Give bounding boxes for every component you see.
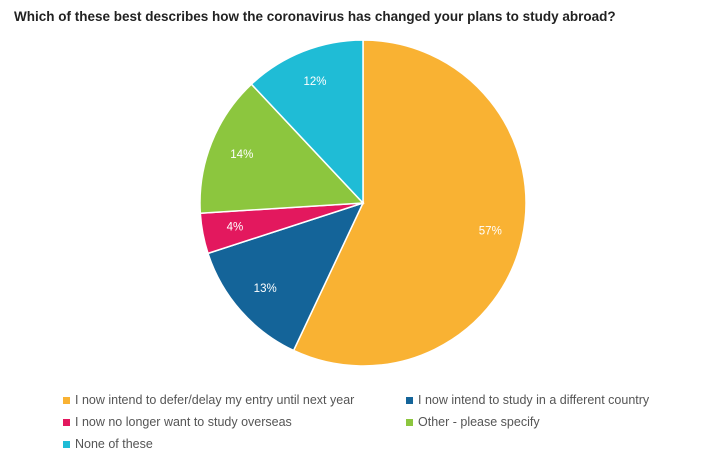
slice-percent-label: 57% xyxy=(479,225,502,237)
legend-label: I now intend to defer/delay my entry unt… xyxy=(75,393,355,407)
pie-slice xyxy=(292,39,527,367)
legend-swatch xyxy=(406,396,413,404)
legend-label: None of these xyxy=(75,437,153,451)
legend-label: Other - please specify xyxy=(418,415,540,429)
legend-swatch xyxy=(63,440,70,448)
legend-item[interactable]: I now intend to defer/delay my entry unt… xyxy=(63,393,354,407)
legend-label: I now no longer want to study overseas xyxy=(75,415,292,429)
legend-item[interactable]: Other - please specify xyxy=(406,415,540,429)
legend-swatch xyxy=(63,418,70,426)
slice-percent-label: 12% xyxy=(303,76,326,88)
legend-item[interactable]: I now intend to study in a different cou… xyxy=(406,393,649,407)
pie-slice xyxy=(199,83,365,215)
chart-title: Which of these best describes how the co… xyxy=(14,9,616,24)
pie-slice xyxy=(250,39,364,205)
slice-percent-label: 13% xyxy=(254,283,277,295)
legend-item[interactable]: None of these xyxy=(63,437,153,451)
pie-slice xyxy=(207,201,365,352)
legend-swatch xyxy=(63,396,70,404)
legend-label: I now intend to study in a different cou… xyxy=(418,393,650,407)
legend-item[interactable]: I now no longer want to study overseas xyxy=(63,415,292,429)
slice-percent-label: 4% xyxy=(227,221,244,233)
slice-percent-label: 14% xyxy=(230,149,253,161)
legend-swatch xyxy=(406,418,413,426)
